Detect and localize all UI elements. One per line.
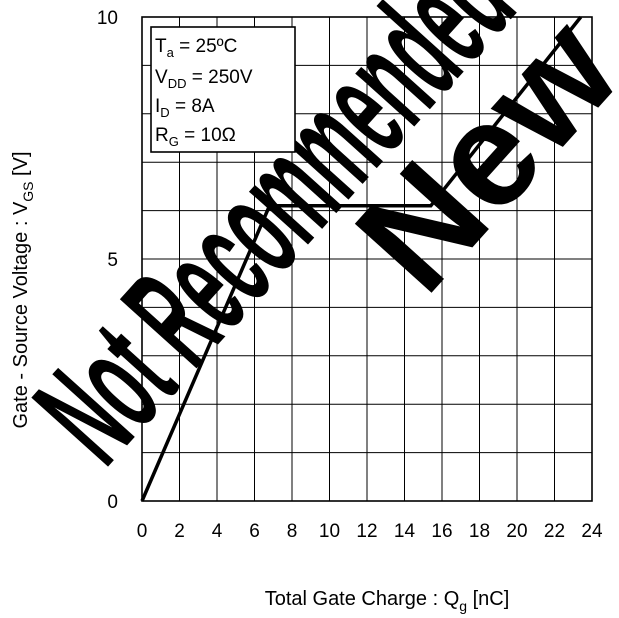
x-tick-label: 20	[506, 521, 527, 542]
series-group	[140, 15, 583, 502]
grid	[142, 17, 592, 501]
x-tick-label: 2	[174, 521, 185, 542]
x-tick-label: 4	[212, 521, 223, 542]
y-tick-label: 5	[107, 250, 118, 271]
condition-1: VDD = 250V	[155, 67, 253, 91]
condition-2: ID = 8A	[155, 96, 215, 120]
x-tick-label: 16	[431, 521, 452, 542]
conditions-box: Ta = 25ºC VDD = 250V ID = 8A RG = 10Ω	[150, 26, 296, 153]
y-axis-label: Gate - Source Voltage : VGS [V]	[10, 151, 36, 428]
x-tick-label: 0	[137, 521, 148, 542]
x-tick-label: 8	[287, 521, 298, 542]
x-tick-label: 6	[249, 521, 260, 542]
x-tick-labels: 0 2 4 6 8 10 12 14 16 18 20 22 24	[137, 521, 603, 542]
x-axis-label: Total Gate Charge : Qg [nC]	[265, 588, 510, 614]
plot-frame	[141, 16, 593, 502]
condition-3: RG = 10Ω	[155, 125, 236, 149]
y-tick-labels: 0 5 10	[97, 8, 118, 513]
x-tick-label: 22	[544, 521, 565, 542]
y-tick-label: 10	[97, 8, 118, 29]
condition-0: Ta = 25ºC	[155, 36, 237, 60]
series-line-0	[140, 15, 583, 502]
x-tick-label: 24	[581, 521, 603, 542]
watermark: Not Recommended New	[4, 0, 619, 491]
x-tick-label: 12	[356, 521, 377, 542]
x-tick-label: 10	[319, 521, 340, 542]
conditions-box-frame	[150, 26, 296, 153]
y-tick-label: 0	[107, 492, 118, 513]
x-tick-label: 14	[394, 521, 416, 542]
x-tick-label: 18	[469, 521, 490, 542]
